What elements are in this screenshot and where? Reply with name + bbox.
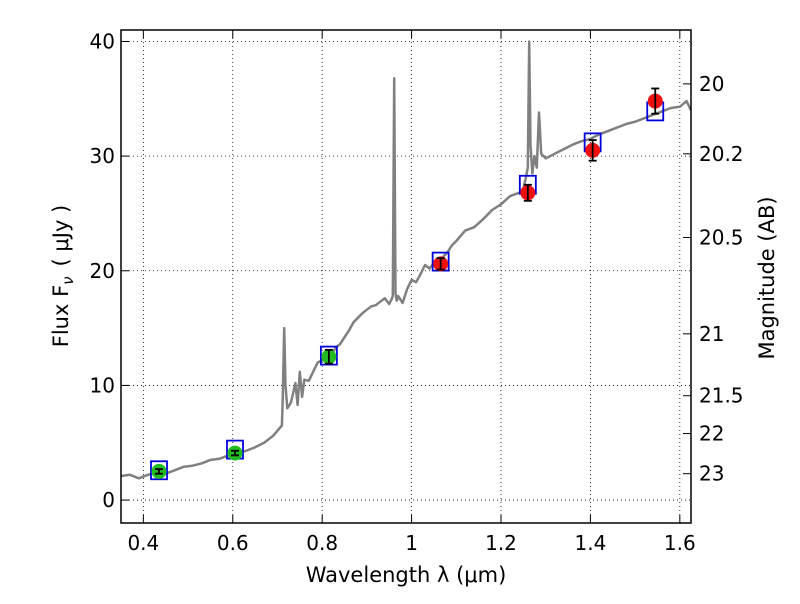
y-axis-label-sub: ν	[59, 276, 77, 284]
y-tick-label: 40	[90, 29, 115, 53]
magnitude-tick-label: 20	[699, 72, 724, 96]
x-tick-label: 0.8	[306, 531, 338, 555]
model-point-square	[319, 345, 338, 366]
x-tick-label: 1.2	[485, 531, 517, 555]
model-points-layer	[150, 101, 665, 481]
y-axis-label-main: Flux F	[49, 285, 73, 347]
y-tick-label: 20	[90, 259, 115, 283]
y-axis-label-unit: ( μJy )	[49, 205, 73, 267]
magnitude-tick-label: 22	[699, 422, 724, 446]
tick-marks	[121, 30, 691, 523]
x-tick-label: 0.6	[217, 531, 249, 555]
magnitude-tick-label: 23	[699, 462, 724, 486]
x-axis-label: Wavelength λ (μm)	[306, 563, 507, 587]
observed-points-layer	[151, 87, 663, 479]
x-tick-labels: 0.4 0.6 0.8 1 1.2 1.4 1.6	[127, 531, 695, 555]
magnitude-tick-label: 20.5	[699, 226, 744, 250]
spectrum-layer	[120, 40, 693, 480]
x-tick-label: 0.4	[127, 531, 159, 555]
spectrum-line	[120, 40, 693, 480]
model-point-square	[150, 460, 168, 481]
magnitude-tick-labels: 20 20.2 20.5 21 21.5 22 23	[699, 72, 744, 486]
y-tick-label: 10	[90, 373, 115, 397]
magnitude-tick-label: 21	[699, 322, 724, 346]
magnitude-axis-label: Magnitude (AB)	[755, 196, 779, 359]
x-tick-label: 1.4	[575, 531, 607, 555]
grid-lines	[121, 30, 691, 523]
y-tick-labels: 0 10 20 30 40	[90, 29, 115, 512]
y-tick-label: 0	[102, 488, 115, 512]
y-axis-label: Flux Fν ( μJy )	[49, 205, 77, 348]
magnitude-tick-label: 20.2	[699, 142, 744, 166]
x-tick-label: 1	[405, 531, 418, 555]
magnitude-tick-label: 21.5	[699, 384, 744, 408]
plot-frame	[120, 29, 692, 524]
x-tick-label: 1.6	[664, 531, 696, 555]
y-tick-label: 30	[90, 144, 115, 168]
